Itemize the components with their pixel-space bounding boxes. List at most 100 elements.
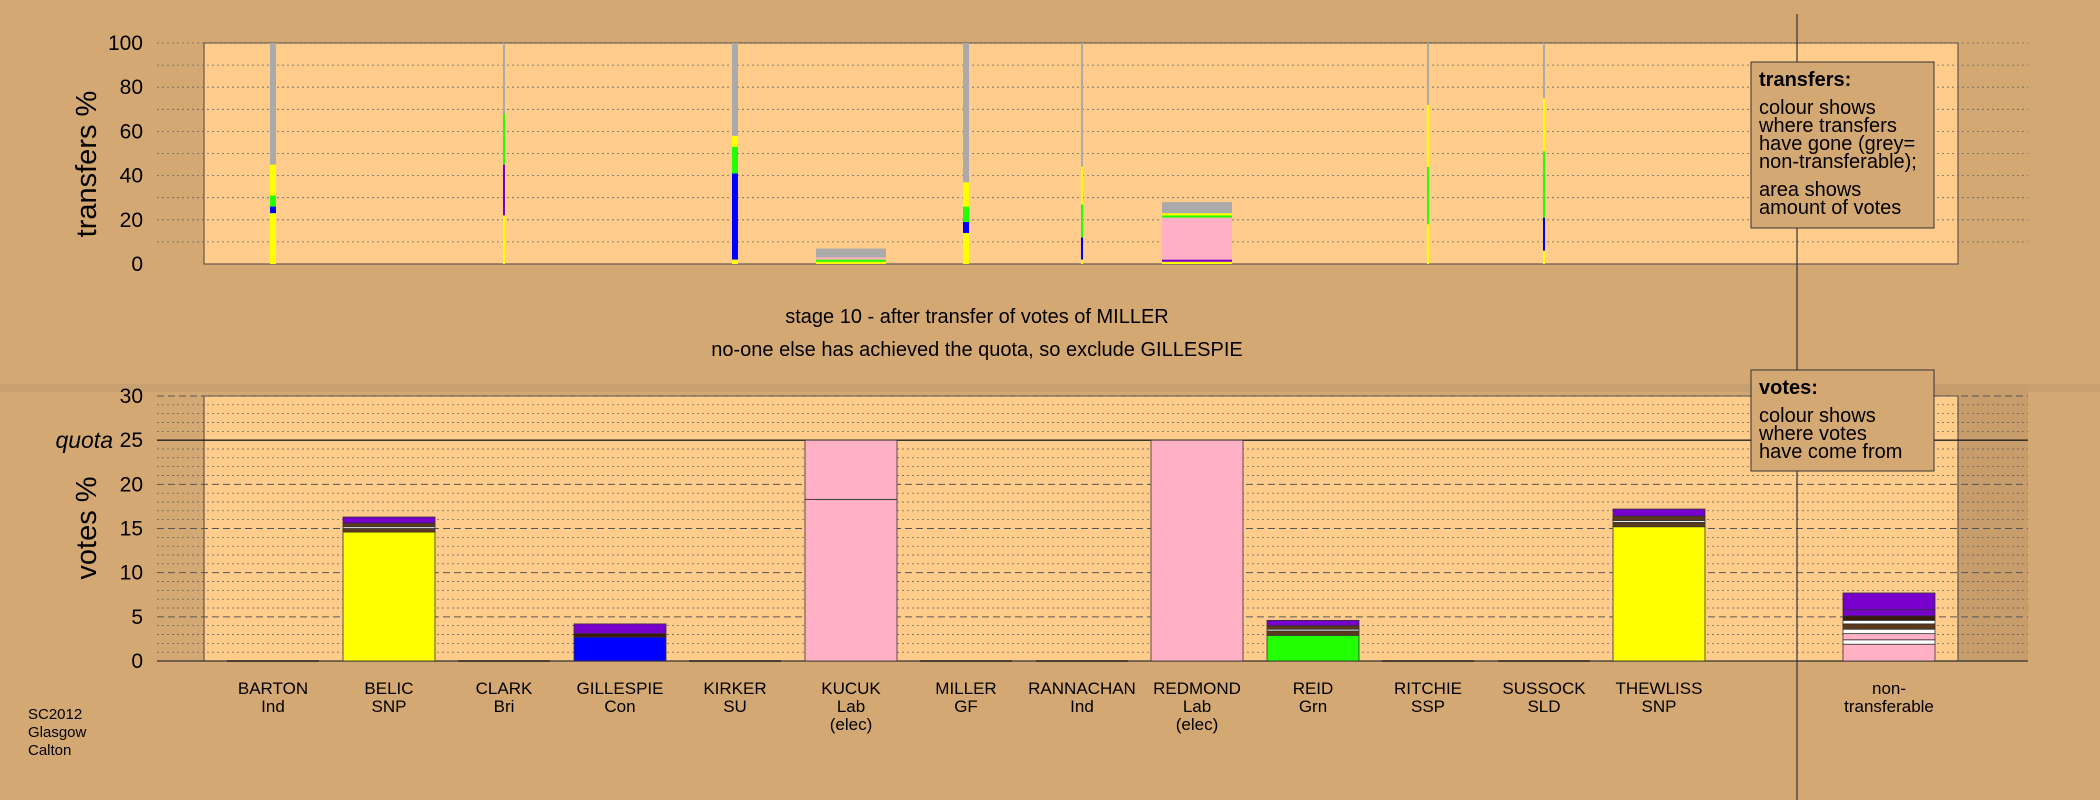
transfers-y-tick-label: 80 bbox=[120, 76, 143, 99]
transfer-segment-miller bbox=[963, 182, 969, 207]
quota-band bbox=[0, 384, 2100, 392]
candidate-name: RANNACHAN bbox=[1028, 679, 1136, 698]
transfer-segment-clark bbox=[503, 215, 505, 264]
transfer-segment-redmond bbox=[1162, 217, 1232, 260]
vote-segment-kucuk bbox=[804, 498, 898, 662]
transfer-segment-kirker bbox=[732, 259, 738, 264]
candidate-party: Ind bbox=[261, 697, 285, 716]
transfer-segment-rannachan bbox=[1081, 259, 1083, 264]
vote-segment-thewliss bbox=[1612, 521, 1706, 528]
transfers-y-tick-label: 20 bbox=[120, 209, 143, 232]
vote-segment-belic bbox=[342, 528, 436, 533]
transfer-segment-kirker bbox=[732, 146, 738, 174]
transfers-legend-title: transfers: bbox=[1759, 69, 1851, 91]
vote-segment-non-transferable bbox=[1842, 609, 1936, 617]
votes-legend-frame bbox=[1750, 369, 1935, 472]
candidate-name: KUCUK bbox=[821, 679, 881, 698]
vote-segment-gillespie bbox=[573, 633, 667, 638]
vote-segment-gillespie bbox=[573, 623, 667, 635]
transfer-segment-rannachan bbox=[1081, 166, 1083, 205]
candidate-party: Ind bbox=[1070, 697, 1094, 716]
stage-title: stage 10 - after transfer of votes of MI… bbox=[785, 306, 1169, 328]
votes-y-tick-label: 20 bbox=[120, 473, 143, 496]
transfer-segment-ritchie bbox=[1427, 104, 1429, 167]
nontransferable-label: non- bbox=[1872, 679, 1906, 698]
transfer-segment-clark bbox=[503, 164, 505, 216]
votes-legend-box: votes: colour shows where votes have com… bbox=[1750, 369, 1935, 472]
vote-segment-non-transferable bbox=[1842, 592, 1936, 611]
transfer-segment-ritchie bbox=[1427, 43, 1429, 105]
candidate-party: Grn bbox=[1299, 697, 1327, 716]
stage-subtitle: no-one else has achieved the quota, so e… bbox=[711, 339, 1242, 361]
transfers-legend-line: colour shows bbox=[1759, 97, 1876, 119]
vote-segment-gillespie bbox=[573, 636, 667, 662]
vote-segment-non-transferable bbox=[1842, 643, 1936, 662]
vote-segment-thewliss bbox=[1612, 526, 1706, 662]
candidate-name: RITCHIE bbox=[1394, 679, 1462, 698]
candidate-party: Bri bbox=[494, 697, 515, 716]
candidate-labels: BARTONIndBELICSNPCLARKBriGILLESPIEConKIR… bbox=[238, 679, 1703, 734]
candidate-party: SU bbox=[723, 697, 747, 716]
transfer-segment-barton bbox=[270, 164, 276, 196]
candidate-name: KIRKER bbox=[703, 679, 766, 698]
vote-segment-non-transferable bbox=[1842, 639, 1936, 645]
candidate-party: SSP bbox=[1411, 697, 1445, 716]
transfer-segment-redmond bbox=[1162, 215, 1232, 218]
transfers-legend-line: amount of votes bbox=[1759, 197, 1901, 219]
candidate-name: REDMOND bbox=[1153, 679, 1241, 698]
candidate-name: GILLESPIE bbox=[577, 679, 664, 698]
vote-segment-non-transferable bbox=[1842, 628, 1936, 635]
vote-segment-reid bbox=[1266, 630, 1360, 636]
footnote-line: SC2012 bbox=[28, 706, 82, 723]
transfer-segment-rannachan bbox=[1081, 237, 1083, 260]
transfer-segment-kucuk bbox=[816, 259, 886, 262]
transfer-segment-miller bbox=[963, 222, 969, 234]
votes-legend-title: votes: bbox=[1759, 377, 1818, 399]
transfer-segment-clark bbox=[503, 43, 505, 114]
candidate-name: BELIC bbox=[364, 679, 413, 698]
vote-segment-reid bbox=[1266, 619, 1360, 627]
vote-segment-kucuk bbox=[804, 439, 898, 500]
candidate-party: SNP bbox=[1642, 697, 1677, 716]
vote-segment-reid bbox=[1266, 634, 1360, 662]
vote-segment-thewliss bbox=[1612, 515, 1706, 521]
vote-segment-non-transferable bbox=[1842, 633, 1936, 641]
footnote-line: Glasgow bbox=[28, 724, 87, 741]
transfer-segment-ritchie bbox=[1427, 224, 1429, 264]
transfers-legend-line: have gone (grey= bbox=[1759, 133, 1915, 155]
transfers-y-tick-label: 100 bbox=[108, 32, 143, 55]
vote-segment-non-transferable bbox=[1842, 619, 1936, 625]
transfer-segment-ritchie bbox=[1427, 166, 1429, 225]
vote-segment-belic bbox=[342, 522, 436, 528]
transfer-segment-miller bbox=[963, 43, 969, 183]
vote-segment-redmond bbox=[1150, 439, 1244, 662]
transfer-segment-rannachan bbox=[1081, 204, 1083, 238]
votes-y-tick-label: 25 bbox=[120, 429, 143, 452]
transfer-segment-kucuk bbox=[816, 261, 886, 264]
votes-y-tick-label: 0 bbox=[131, 650, 143, 673]
transfers-legend-line: area shows bbox=[1759, 179, 1861, 201]
transfers-gridlines-over bbox=[157, 42, 2028, 243]
transfer-segment-sussock bbox=[1543, 43, 1545, 99]
votes-y-ticks: 0 5 10 15 20 25 30 bbox=[120, 385, 143, 673]
footnote-line: Calton bbox=[28, 742, 71, 759]
votes-axis-title: votes % bbox=[71, 476, 103, 579]
votes-y-tick-label: 5 bbox=[131, 606, 143, 629]
vote-segment-belic bbox=[342, 516, 436, 524]
transfers-legend-frame bbox=[1750, 61, 1935, 229]
transfer-segment-sussock bbox=[1543, 217, 1545, 251]
transfer-segment-redmond bbox=[1162, 213, 1232, 216]
transfers-legend-line: where transfers bbox=[1758, 115, 1897, 137]
transfer-segment-redmond bbox=[1162, 202, 1232, 214]
transfer-segment-barton bbox=[270, 206, 276, 214]
vote-segment-non-transferable bbox=[1842, 615, 1936, 621]
candidate-name: MILLER bbox=[935, 679, 996, 698]
candidate-status: (elec) bbox=[830, 715, 873, 734]
transfer-segment-barton bbox=[270, 195, 276, 207]
transfer-segment-sussock bbox=[1543, 151, 1545, 218]
votes-y-tick-label: 30 bbox=[120, 385, 143, 408]
transfer-segment-miller bbox=[963, 206, 969, 223]
transfer-segment-barton bbox=[270, 213, 276, 264]
candidate-party: Lab bbox=[837, 697, 865, 716]
